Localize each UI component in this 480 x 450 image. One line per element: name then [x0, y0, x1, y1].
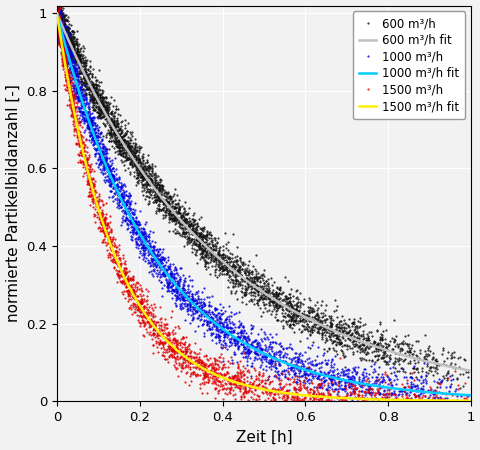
600 m³/h fit	[244, 279, 250, 284]
1000 m³/h fit	[54, 11, 60, 16]
1000 m³/h	[67, 79, 72, 84]
1000 m³/h	[420, 404, 426, 410]
1500 m³/h fit	[456, 398, 461, 404]
1000 m³/h fit	[456, 392, 461, 397]
1500 m³/h	[55, 30, 60, 35]
1500 m³/h	[315, 398, 321, 404]
600 m³/h	[137, 163, 143, 169]
Line: 1500 m³/h: 1500 m³/h	[56, 0, 467, 410]
1500 m³/h	[344, 382, 350, 388]
600 m³/h fit	[54, 11, 60, 16]
1500 m³/h fit	[255, 386, 261, 391]
600 m³/h fit	[456, 366, 461, 371]
1000 m³/h fit	[455, 392, 461, 397]
1000 m³/h fit	[379, 384, 385, 390]
Line: 600 m³/h fit: 600 m³/h fit	[57, 14, 470, 371]
1000 m³/h	[332, 381, 338, 386]
Line: 1500 m³/h fit: 1500 m³/h fit	[57, 14, 470, 401]
1500 m³/h	[54, 16, 60, 21]
1500 m³/h fit	[75, 127, 81, 132]
600 m³/h fit	[75, 58, 81, 63]
Line: 1000 m³/h fit: 1000 m³/h fit	[57, 14, 470, 396]
1000 m³/h fit	[244, 342, 250, 347]
1000 m³/h fit	[75, 86, 81, 91]
1500 m³/h fit	[54, 11, 60, 16]
600 m³/h fit	[379, 346, 385, 352]
1500 m³/h fit	[468, 398, 473, 404]
1500 m³/h	[177, 339, 183, 344]
1000 m³/h fit	[255, 348, 261, 354]
600 m³/h fit	[468, 368, 473, 373]
600 m³/h	[407, 374, 413, 380]
1000 m³/h fit	[468, 393, 473, 398]
1500 m³/h	[463, 397, 469, 402]
600 m³/h	[54, 28, 60, 33]
600 m³/h	[360, 350, 366, 355]
1500 m³/h	[128, 277, 133, 283]
1000 m³/h	[54, 4, 60, 9]
Line: 600 m³/h: 600 m³/h	[56, 0, 468, 388]
600 m³/h fit	[255, 286, 261, 292]
Line: 1000 m³/h: 1000 m³/h	[56, 0, 468, 410]
Legend: 600 m³/h, 600 m³/h fit, 1000 m³/h, 1000 m³/h fit, 1500 m³/h, 1500 m³/h fit: 600 m³/h, 600 m³/h fit, 1000 m³/h, 1000 …	[352, 11, 464, 119]
1000 m³/h	[77, 93, 83, 99]
1000 m³/h	[127, 218, 133, 223]
1500 m³/h	[246, 406, 252, 412]
600 m³/h	[152, 163, 157, 168]
1000 m³/h	[139, 252, 145, 257]
1500 m³/h fit	[379, 397, 385, 402]
600 m³/h	[456, 385, 462, 390]
600 m³/h	[134, 160, 140, 166]
Y-axis label: normierte Partikelbildanzahl [-]: normierte Partikelbildanzahl [-]	[6, 85, 21, 322]
1000 m³/h	[375, 406, 381, 412]
1500 m³/h fit	[455, 398, 461, 404]
600 m³/h	[464, 369, 470, 375]
1000 m³/h	[465, 394, 470, 399]
X-axis label: Zeit [h]: Zeit [h]	[235, 429, 292, 445]
1500 m³/h	[292, 389, 298, 394]
1500 m³/h fit	[244, 383, 250, 388]
600 m³/h	[250, 301, 256, 306]
600 m³/h fit	[455, 366, 461, 371]
